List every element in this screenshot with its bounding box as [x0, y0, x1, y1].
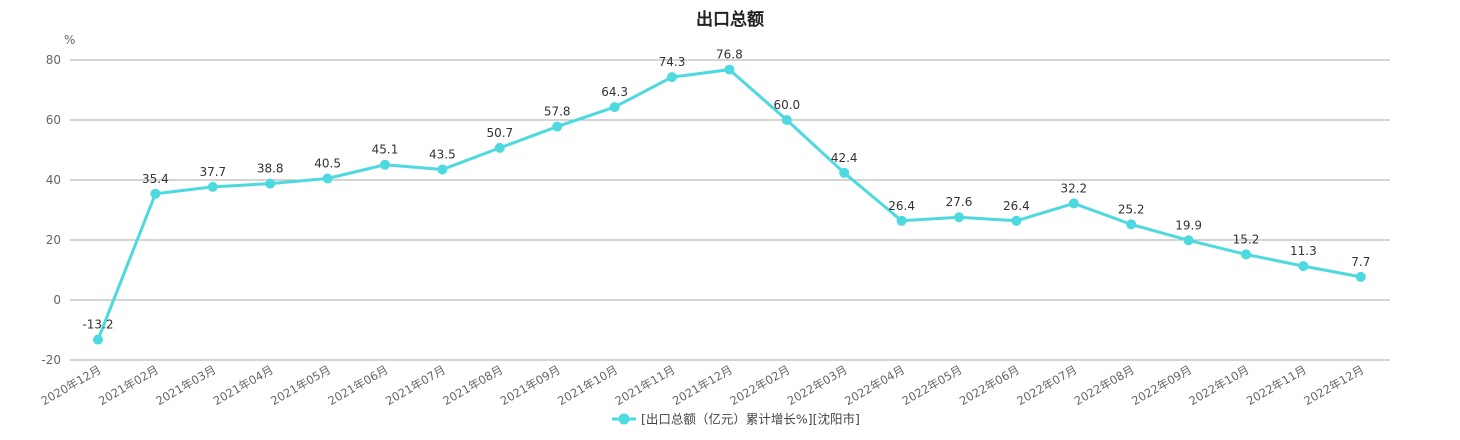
data-label: 11.3: [1290, 244, 1317, 258]
data-label: 7.7: [1351, 255, 1370, 269]
data-label: 35.4: [142, 172, 169, 186]
y-tick-label: 0: [53, 293, 61, 307]
grid-lines: [70, 59, 1390, 361]
data-point[interactable]: [150, 188, 161, 199]
data-label: 15.2: [1233, 232, 1260, 246]
data-point[interactable]: [609, 102, 620, 113]
y-axis-unit-label: %: [64, 33, 75, 47]
data-point[interactable]: [207, 181, 218, 192]
legend[interactable]: [出口总额（亿元）累计增长%][沈阳市]: [612, 412, 860, 427]
data-point[interactable]: [552, 121, 563, 132]
data-label: 74.3: [659, 55, 686, 69]
x-tick-label: 2022年03月: [785, 362, 850, 408]
data-label: 45.1: [372, 143, 399, 157]
x-tick-label: 2022年11月: [1244, 362, 1309, 408]
data-label: 26.4: [888, 199, 915, 213]
data-point[interactable]: [437, 164, 448, 175]
legend-swatch-marker: [618, 413, 630, 425]
data-label: 25.2: [1118, 202, 1145, 216]
x-tick-label: 2021年02月: [96, 362, 161, 408]
data-point[interactable]: [1126, 219, 1137, 230]
data-point[interactable]: [781, 115, 792, 125]
data-label: 76.8: [716, 48, 743, 62]
data-label: 57.8: [544, 105, 571, 119]
x-tick-label: 2022年12月: [1301, 362, 1366, 408]
x-tick-label: 2021年05月: [268, 362, 333, 408]
x-tick-label: 2021年04月: [211, 362, 276, 408]
data-label: 60.0: [773, 98, 800, 112]
data-label: 64.3: [601, 85, 628, 99]
x-tick-label: 2021年03月: [153, 362, 218, 408]
x-tick-label: 2021年08月: [440, 362, 505, 408]
data-label: 32.2: [1060, 181, 1087, 195]
x-tick-label: 2021年07月: [383, 362, 448, 408]
data-point[interactable]: [724, 64, 735, 75]
y-tick-label: 60: [46, 113, 61, 127]
x-tick-label: 2021年10月: [555, 362, 620, 408]
data-point[interactable]: [839, 167, 850, 178]
x-tick-label: 2020年12月: [39, 362, 104, 408]
data-label: 50.7: [486, 126, 513, 140]
x-axis-ticks: 2020年12月2021年02月2021年03月2021年04月2021年05月…: [39, 362, 1367, 408]
data-point[interactable]: [1183, 235, 1194, 246]
x-tick-label: 2021年06月: [326, 362, 391, 408]
series-layer: [93, 64, 1366, 345]
data-point[interactable]: [1011, 215, 1022, 226]
x-tick-label: 2022年07月: [1014, 362, 1079, 408]
data-point[interactable]: [322, 173, 333, 184]
x-tick-label: 2022年09月: [1129, 362, 1194, 408]
data-label: 42.4: [831, 151, 858, 165]
y-tick-label: 80: [46, 53, 61, 67]
x-tick-label: 2022年04月: [842, 362, 907, 408]
x-tick-label: 2022年10月: [1187, 362, 1252, 408]
data-point[interactable]: [1241, 249, 1251, 260]
data-point[interactable]: [1068, 198, 1079, 209]
x-tick-label: 2022年08月: [1072, 362, 1137, 408]
data-point[interactable]: [954, 212, 964, 223]
data-label: 38.8: [257, 162, 284, 176]
data-point[interactable]: [494, 142, 505, 153]
data-point[interactable]: [667, 72, 677, 83]
x-tick-label: 2022年02月: [727, 362, 792, 408]
series-line: [96, 68, 1362, 341]
y-tick-label: 40: [46, 173, 61, 187]
data-label: 43.5: [429, 148, 456, 162]
data-label: 19.9: [1175, 218, 1202, 232]
data-point[interactable]: [1298, 261, 1309, 272]
data-point[interactable]: [93, 334, 103, 345]
x-tick-label: 2021年09月: [498, 362, 563, 408]
y-tick-label: -20: [41, 353, 61, 367]
x-tick-label: 2021年12月: [670, 362, 735, 408]
data-label: -13.2: [82, 318, 113, 332]
x-tick-label: 2021年11月: [613, 362, 678, 408]
data-point[interactable]: [265, 178, 276, 189]
data-point[interactable]: [1355, 271, 1366, 282]
legend-series-name: [出口总额（亿元）累计增长%][沈阳市]: [641, 412, 860, 427]
y-tick-label: 20: [46, 233, 61, 247]
x-tick-label: 2022年05月: [900, 362, 965, 408]
y-axis-ticks: -20 0 20 40 60 80: [41, 53, 61, 367]
data-label: 40.5: [314, 157, 341, 171]
data-label: 37.7: [199, 165, 226, 179]
data-labels: -13.2 35.4 37.7 38.8 40.5 45.1 43.5 50.7 57.8 64.…: [82, 48, 1370, 332]
x-tick-label: 2022年06月: [957, 362, 1022, 408]
chart-title: 出口总额: [696, 9, 764, 30]
data-label: 26.4: [1003, 199, 1030, 213]
data-label: 27.6: [946, 195, 973, 209]
data-point[interactable]: [896, 215, 907, 226]
data-point[interactable]: [380, 159, 390, 170]
